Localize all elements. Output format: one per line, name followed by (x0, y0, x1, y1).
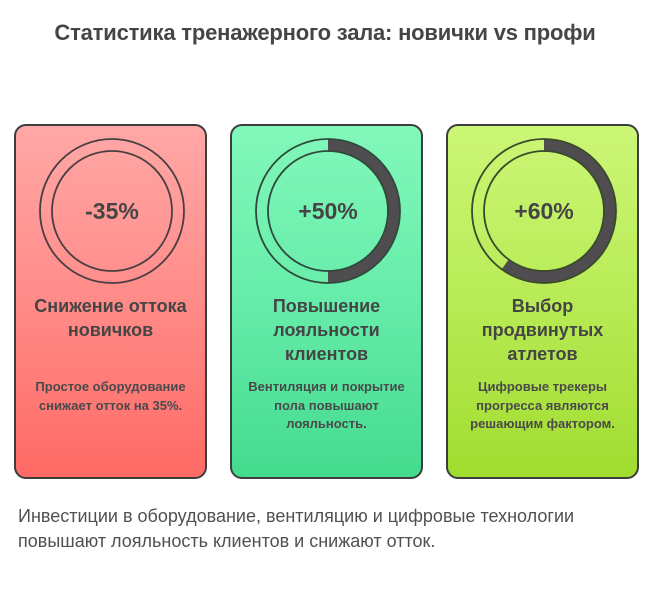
page-title: Статистика тренажерного зала: новички vs… (54, 20, 596, 45)
card-description: Цифровые трекеры прогресса являются реша… (470, 379, 615, 431)
card-title: Снижение оттока новичков (34, 296, 187, 340)
progress-ring: -35% (37, 136, 187, 286)
summary-text: Инвестиции в оборудование, вентиляцию и … (18, 506, 575, 551)
ring-graphic (471, 138, 617, 284)
card-client-loyalty: +50% Повышение лояльности клиентов Венти… (230, 124, 423, 479)
ring-graphic (39, 138, 185, 284)
progress-ring: +50% (253, 136, 403, 286)
card-advanced-athletes: +60% Выбор продвинутых атлетов Цифровые … (446, 124, 639, 479)
stat-value: +50% (298, 198, 358, 224)
progress-ring: +60% (469, 136, 619, 286)
stat-value: +60% (514, 198, 574, 224)
card-title: Выбор продвинутых атлетов (481, 296, 604, 364)
stat-value: -35% (85, 198, 139, 224)
card-description: Простое оборудование снижает отток на 35… (35, 379, 186, 413)
card-title: Повышение лояльности клиентов (272, 296, 381, 364)
card-newbie-churn: -35% Снижение оттока новичков Простое об… (14, 124, 207, 479)
card-description: Вентиляция и покрытие пола повышают лоял… (248, 379, 405, 431)
ring-graphic (255, 138, 401, 284)
